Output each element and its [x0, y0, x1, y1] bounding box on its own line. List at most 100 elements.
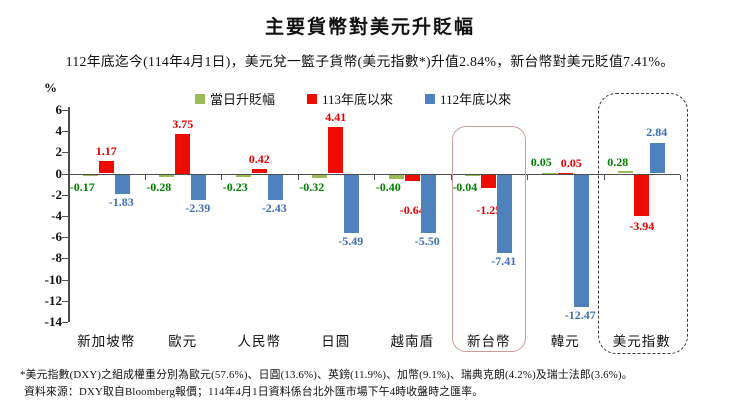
category-label-歐元: 歐元 — [168, 334, 198, 349]
bar-value-label: -2.43 — [261, 201, 287, 216]
category-label-越南盾: 越南盾 — [390, 334, 434, 349]
x-axis-tick-mark — [603, 174, 605, 180]
y-tick-mark — [62, 173, 68, 175]
bar-當日升貶幅-人民幣 — [235, 174, 251, 177]
bar-value-label: -1.83 — [108, 194, 134, 209]
bar-value-label: -12.47 — [564, 307, 596, 322]
bar-當日升貶幅-韓元 — [541, 172, 557, 174]
y-tick-label: -10 — [44, 271, 62, 287]
bar-value-label: 2.84 — [646, 125, 668, 140]
y-tick-label: -8 — [51, 250, 62, 266]
legend-item-0: 當日升貶幅 — [195, 89, 275, 108]
footnote-dxy-weights: *美元指數(DXY)之組成權重分別為歐元(57.6%)、日圓(13.6%)、英鎊… — [20, 369, 633, 381]
legend-swatch-icon — [195, 93, 205, 104]
chart-legend: 當日升貶幅 113年底以來 112年底以來 — [195, 89, 511, 108]
y-tick-label: 4 — [55, 123, 63, 139]
chart-title: 主要貨幣對美元升貶幅 — [264, 17, 475, 38]
x-axis-tick-mark — [527, 174, 528, 180]
bar-113年底以來-日圓 — [328, 126, 344, 174]
bar-112年底以來-日圓 — [344, 174, 360, 233]
bar-value-label: 0.42 — [248, 152, 270, 167]
bar-value-label: -0.28 — [146, 179, 172, 194]
x-axis-tick-mark — [680, 174, 681, 180]
y-tick-mark — [62, 152, 68, 154]
bar-value-label: -0.04 — [452, 179, 478, 194]
bar-value-label: -0.17 — [69, 179, 95, 194]
x-axis-tick-mark — [144, 174, 146, 180]
y-tick-label: -12 — [44, 292, 62, 308]
highlight-box-美元指數 — [597, 93, 688, 354]
bar-value-label: -0.40 — [375, 179, 401, 194]
category-label-美元指數: 美元指數 — [612, 334, 671, 349]
category-label-新台幣: 新台幣 — [467, 334, 511, 349]
bar-113年底以來-歐元 — [175, 133, 191, 174]
y-tick-label: 2 — [55, 144, 63, 160]
bar-value-label: -1.25 — [476, 203, 502, 217]
y-tick-mark — [62, 131, 68, 133]
y-tick-label: -4 — [51, 207, 62, 223]
bar-value-label: -3.94 — [629, 219, 655, 234]
bar-value-label: 3.75 — [172, 116, 194, 131]
bar-當日升貶幅-歐元 — [159, 174, 175, 178]
y-tick-label: 6 — [55, 101, 63, 117]
highlight-box-新台幣 — [451, 126, 526, 352]
bar-value-label: -7.41 — [491, 254, 517, 269]
bar-112年底以來-歐元 — [191, 174, 207, 200]
y-tick-mark — [62, 321, 68, 323]
legend-swatch-icon — [425, 93, 436, 104]
category-label-韓元: 韓元 — [550, 334, 580, 349]
bar-當日升貶幅-新台幣 — [465, 174, 481, 176]
y-tick-mark — [62, 279, 68, 281]
category-label-新加坡幣: 新加坡幣 — [77, 334, 136, 349]
bar-value-label: 4.41 — [325, 109, 347, 124]
bar-113年底以來-越南盾 — [404, 174, 420, 182]
bar-value-label: 0.05 — [530, 155, 552, 169]
x-axis-tick-mark — [450, 174, 452, 180]
bar-當日升貶幅-越南盾 — [388, 174, 404, 179]
y-tick-mark — [62, 109, 68, 111]
bar-當日升貶幅-美元指數 — [618, 170, 634, 174]
legend-swatch-icon — [307, 93, 318, 104]
y-tick-mark — [62, 215, 68, 217]
y-axis-line — [68, 107, 70, 322]
x-axis-tick-mark — [221, 174, 222, 180]
bar-113年底以來-新加坡幣 — [98, 161, 114, 174]
bar-value-label: -5.49 — [338, 233, 364, 248]
y-tick-mark — [62, 194, 68, 196]
bar-112年底以來-越南盾 — [420, 174, 436, 233]
bar-value-label: -0.32 — [299, 179, 325, 194]
bar-value-label: -0.64 — [399, 203, 425, 217]
legend-item-1: 113年底以來 — [307, 89, 393, 108]
bar-value-label: -2.39 — [185, 200, 211, 215]
bar-112年底以來-人民幣 — [267, 174, 283, 201]
bar-112年底以來-韓元 — [573, 174, 589, 307]
y-tick-label: -14 — [44, 313, 62, 329]
bar-value-label: 1.17 — [95, 144, 117, 159]
legend-item-2: 112年底以來 — [425, 89, 511, 108]
x-axis-zero-line — [68, 173, 680, 175]
bar-112年底以來-新台幣 — [497, 174, 513, 254]
bar-113年底以來-美元指數 — [634, 174, 650, 217]
bar-113年底以來-新台幣 — [481, 174, 497, 188]
bar-112年底以來-新加坡幣 — [114, 174, 130, 194]
bar-當日升貶幅-日圓 — [312, 174, 328, 178]
y-tick-label: 0 — [55, 165, 63, 181]
bar-當日升貶幅-新加坡幣 — [82, 174, 98, 177]
y-axis-unit-label: % — [44, 80, 57, 95]
y-tick-mark — [62, 237, 68, 239]
y-tick-label: -2 — [51, 186, 62, 202]
footnote-data-source: 資料來源：DXY取自Bloomberg報價；114年4月1日資料係台北外匯市場下… — [24, 386, 484, 398]
category-label-日圓: 日圓 — [321, 334, 351, 349]
y-tick-mark — [62, 258, 68, 260]
legend-label: 113年底以來 — [322, 92, 394, 107]
legend-label: 112年底以來 — [440, 92, 512, 107]
y-tick-label: -6 — [51, 229, 62, 245]
category-label-人民幣: 人民幣 — [237, 334, 281, 349]
bar-value-label: -0.23 — [222, 179, 248, 194]
x-axis-tick-mark — [297, 174, 299, 180]
bar-112年底以來-美元指數 — [650, 143, 666, 174]
x-axis-tick-mark — [374, 174, 375, 180]
chart-subtitle: 112年底迄今(114年4月1日)，美元兌一籃子貨幣(美元指數*)升值2.84%… — [65, 54, 675, 69]
bar-113年底以來-韓元 — [557, 172, 573, 174]
